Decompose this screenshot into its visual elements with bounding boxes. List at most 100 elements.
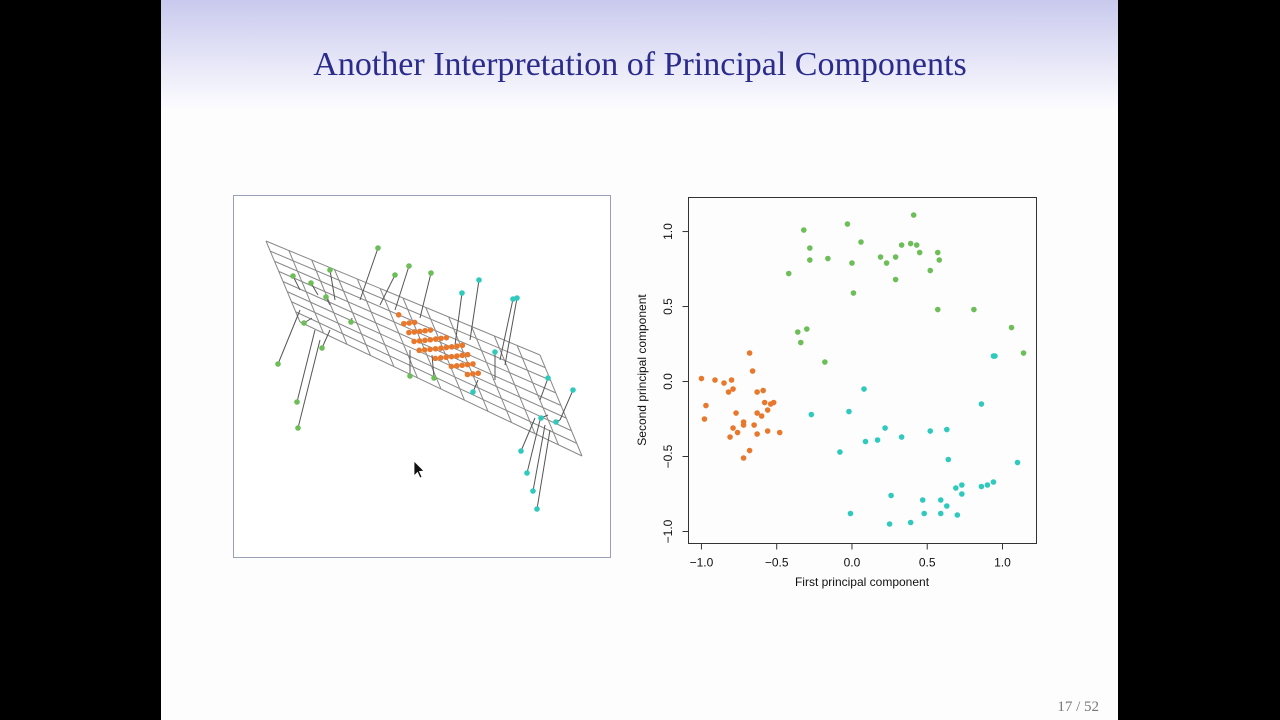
- point-3d: [459, 362, 465, 369]
- page-number: 17 / 52: [1057, 699, 1099, 715]
- point-3d: [443, 344, 450, 351]
- point: [807, 245, 813, 251]
- point-3d: [459, 290, 465, 296]
- point: [927, 428, 934, 434]
- x-axis-label: First principal component: [795, 575, 930, 589]
- point-3d: [530, 488, 536, 494]
- y-tick-label: 0.5: [661, 298, 675, 315]
- point: [943, 503, 950, 509]
- point: [861, 386, 867, 392]
- plane-grid-line: [299, 321, 583, 457]
- point: [770, 399, 777, 406]
- point-3d: [553, 419, 559, 425]
- point: [936, 257, 943, 263]
- point-3d: [443, 334, 450, 341]
- point: [886, 521, 893, 527]
- point-3d: [470, 371, 476, 377]
- y-tick-label: 1.0: [661, 223, 675, 240]
- point-3d: [437, 355, 444, 361]
- point: [703, 402, 709, 409]
- point-3d: [448, 344, 455, 350]
- point-3d: [570, 387, 576, 393]
- point: [751, 422, 757, 428]
- point-3d: [411, 329, 418, 335]
- point: [760, 387, 766, 394]
- point-3d: [395, 312, 402, 318]
- point-3d: [416, 328, 423, 335]
- point: [883, 260, 890, 266]
- point: [849, 260, 855, 266]
- mouse-cursor: [413, 460, 425, 479]
- point-3d: [422, 327, 428, 334]
- projection-line: [419, 272, 432, 319]
- point-3d: [421, 347, 428, 353]
- point: [850, 290, 857, 296]
- pca-3d-figure: [233, 195, 611, 558]
- point-3d: [323, 294, 329, 300]
- point-3d: [295, 425, 301, 431]
- point-3d: [406, 263, 412, 269]
- point: [728, 377, 735, 383]
- plot-frame: [688, 197, 1037, 544]
- point-3d: [411, 338, 417, 345]
- x-tick-label: 0.0: [844, 556, 861, 570]
- point: [804, 326, 810, 332]
- point: [725, 389, 732, 395]
- point-3d: [327, 267, 333, 273]
- point: [913, 242, 920, 248]
- point-3d: [475, 370, 482, 377]
- point: [808, 411, 815, 418]
- point-3d: [476, 277, 482, 283]
- point: [847, 510, 854, 517]
- point: [797, 339, 804, 346]
- point-3d: [416, 338, 423, 344]
- point: [907, 240, 914, 247]
- point: [785, 270, 792, 277]
- point: [877, 254, 884, 260]
- point: [800, 227, 807, 233]
- point-3d: [432, 345, 439, 352]
- point-3d: [448, 363, 455, 370]
- point: [807, 257, 813, 263]
- projection-line: [532, 424, 546, 492]
- projection-line: [539, 377, 549, 401]
- point: [721, 380, 727, 386]
- point: [754, 410, 760, 416]
- point: [907, 519, 914, 526]
- point: [746, 447, 753, 454]
- point: [874, 437, 881, 443]
- point: [978, 401, 985, 407]
- point: [727, 434, 733, 440]
- point: [992, 353, 998, 359]
- point-3d: [518, 448, 524, 454]
- projection-line: [296, 329, 316, 403]
- point-3d: [401, 320, 407, 327]
- projection-line: [499, 298, 514, 361]
- projection-line: [297, 339, 321, 429]
- point-3d: [454, 353, 460, 359]
- point: [898, 434, 905, 440]
- point: [730, 386, 736, 392]
- point-3d: [427, 336, 434, 343]
- point: [984, 482, 991, 488]
- point: [959, 491, 965, 497]
- point: [888, 492, 894, 499]
- point-3d: [406, 329, 412, 336]
- point: [749, 368, 756, 374]
- point: [746, 350, 753, 356]
- projection-line: [469, 279, 480, 341]
- point: [892, 254, 899, 260]
- point: [1008, 324, 1015, 331]
- point: [754, 389, 760, 395]
- plane-grid-line: [287, 291, 567, 419]
- point: [959, 482, 965, 488]
- plane-grid-line: [270, 250, 546, 369]
- point: [733, 410, 739, 416]
- projection-line: [359, 247, 379, 301]
- point-3d: [514, 295, 520, 301]
- point: [698, 375, 705, 382]
- projection-line: [526, 419, 541, 474]
- point: [1014, 459, 1021, 466]
- point: [978, 483, 985, 490]
